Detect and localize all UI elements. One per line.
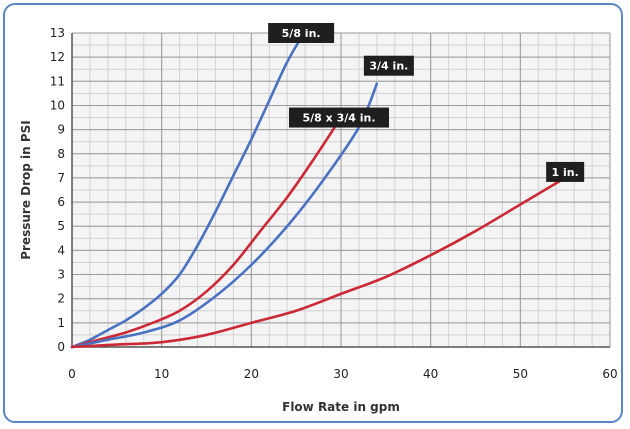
y-tick-label: 11: [50, 74, 65, 88]
y-tick-label: 9: [57, 123, 65, 137]
series-line: [70, 82, 379, 349]
axes: [71, 33, 610, 348]
series-callout: 5/8 in.: [268, 23, 335, 43]
x-tick-label: 0: [68, 367, 76, 381]
x-tick-label: 50: [513, 367, 528, 381]
series-label: 1 in.: [552, 166, 579, 179]
y-tick-label: 3: [57, 268, 65, 282]
series-callout: 5/8 x 3/4 in.: [289, 107, 389, 128]
y-tick-label: 8: [57, 147, 65, 161]
series-line: [70, 116, 343, 349]
series-label: 3/4 in.: [369, 60, 408, 73]
y-tick-label: 0: [57, 340, 65, 354]
series-lines: [70, 29, 567, 349]
x-tick-label: 40: [423, 367, 438, 381]
callout-box: [268, 23, 335, 43]
y-tick-label: 13: [50, 26, 65, 40]
x-axis-title: Flow Rate in gpm: [282, 400, 400, 414]
x-tick-label: 20: [244, 367, 259, 381]
callout-box: [363, 55, 414, 76]
series-callouts: 5/8 in. 5/8 x 3/4 in. 3/4 in. 1 in.: [268, 23, 585, 182]
callout-box: [289, 107, 389, 128]
y-tick-label: 5: [57, 219, 65, 233]
y-tick-label: 12: [50, 50, 65, 64]
x-tick-label: 10: [154, 367, 169, 381]
series-line: [70, 29, 307, 349]
series-label: 5/8 in.: [282, 27, 321, 40]
y-axis-title: Pressure Drop in PSI: [19, 120, 33, 260]
x-tick-label: 30: [333, 367, 348, 381]
y-tick-label: 10: [50, 98, 65, 112]
series-callout: 3/4 in.: [363, 55, 414, 76]
callout-box: [546, 161, 585, 182]
series-label: 5/8 x 3/4 in.: [302, 112, 375, 125]
series-line: [70, 176, 567, 349]
y-tick-label: 7: [57, 171, 65, 185]
y-tick-label: 2: [57, 292, 65, 306]
x-tick-label: 60: [602, 367, 617, 381]
y-tick-label: 6: [57, 195, 65, 209]
y-tick-label: 1: [57, 316, 65, 330]
y-tick-label: 4: [57, 243, 65, 257]
series-callout: 1 in.: [546, 161, 585, 182]
